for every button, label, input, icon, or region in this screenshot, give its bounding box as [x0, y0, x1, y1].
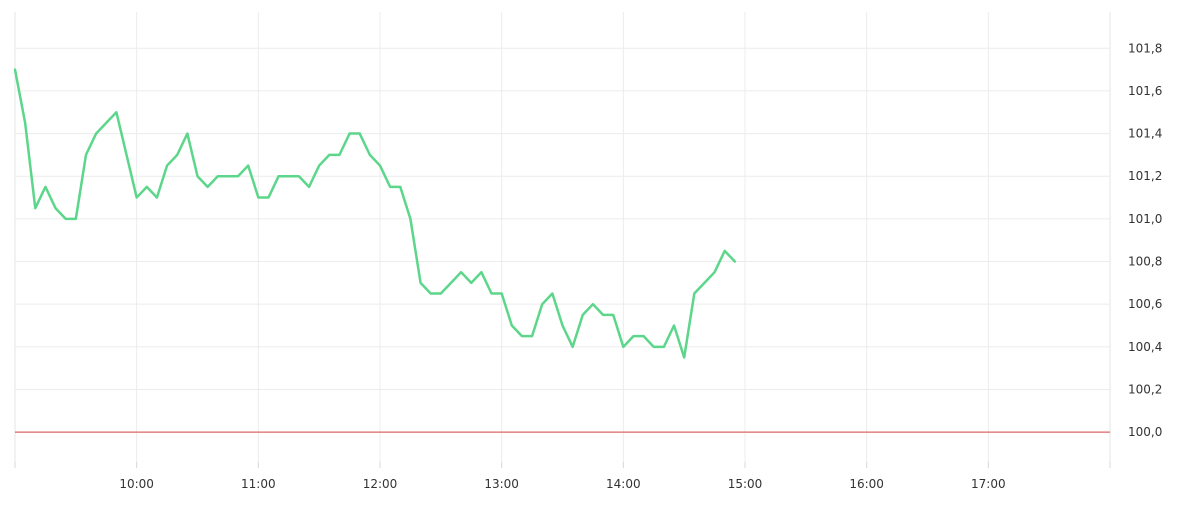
series-group [13, 68, 737, 359]
data-point [582, 314, 583, 315]
data-point [461, 272, 462, 273]
data-point [339, 154, 340, 155]
data-point [65, 218, 66, 219]
x-axis: 10:00 11:00 12:00 13:00 14:00 15:00 16:00 17:00 [14, 462, 1111, 491]
x-tick-label: 13:00 [484, 477, 519, 491]
data-point [440, 293, 441, 294]
data-point [288, 176, 289, 177]
y-tick-label: 100,4 [1128, 340, 1162, 354]
data-point [167, 165, 168, 166]
data-point [197, 176, 198, 177]
data-point [471, 282, 472, 283]
y-tick-label: 101,6 [1128, 84, 1162, 98]
data-point [126, 154, 127, 155]
y-tick-label: 101,2 [1128, 169, 1162, 183]
data-point [603, 314, 604, 315]
data-point [390, 186, 391, 187]
data-point [724, 250, 725, 251]
data-point [298, 176, 299, 177]
data-point [380, 165, 381, 166]
data-point [430, 293, 431, 294]
data-point [643, 336, 644, 337]
y-axis: 100,0 100,2 100,4 100,6 100,8 101,0 101,2 101,4… [1128, 41, 1162, 439]
data-point [146, 186, 147, 187]
data-point [694, 293, 695, 294]
data-point [400, 186, 401, 187]
data-point [613, 314, 614, 315]
x-tick-label: 11:00 [241, 477, 276, 491]
data-point [491, 293, 492, 294]
data-point [501, 293, 502, 294]
data-point [349, 133, 350, 134]
data-point [552, 293, 553, 294]
data-point [15, 69, 16, 70]
data-point [187, 133, 188, 134]
y-tick-label: 100,8 [1128, 255, 1162, 269]
data-point [511, 325, 512, 326]
data-point [329, 154, 330, 155]
x-tick-label: 10:00 [119, 477, 154, 491]
data-point [714, 272, 715, 273]
data-point [278, 176, 279, 177]
data-point [156, 197, 157, 198]
data-point [106, 122, 107, 123]
x-tick-label: 14:00 [606, 477, 641, 491]
data-point [248, 165, 249, 166]
data-point [653, 346, 654, 347]
data-point [319, 165, 320, 166]
data-point [572, 346, 573, 347]
data-point [309, 186, 310, 187]
data-point [116, 112, 117, 113]
y-tick-label: 101,4 [1128, 127, 1162, 141]
y-tick-label: 100,0 [1128, 425, 1162, 439]
y-tick-label: 101,0 [1128, 212, 1162, 226]
y-tick-label: 100,2 [1128, 382, 1162, 396]
x-tick-label: 16:00 [849, 477, 884, 491]
data-point [420, 282, 421, 283]
x-tick-label: 15:00 [728, 477, 763, 491]
y-tick-label: 100,6 [1128, 297, 1162, 311]
data-point [268, 197, 269, 198]
data-point [238, 176, 239, 177]
data-point [96, 133, 97, 134]
data-point [85, 154, 86, 155]
data-point [674, 325, 675, 326]
data-point [369, 154, 370, 155]
data-point [25, 122, 26, 123]
data-point [258, 197, 259, 198]
y-tick-label: 101,8 [1128, 41, 1162, 55]
data-point [207, 186, 208, 187]
data-point [734, 261, 735, 262]
data-point [227, 176, 228, 177]
x-tick-label: 17:00 [971, 477, 1006, 491]
data-point [217, 176, 218, 177]
data-point [663, 346, 664, 347]
data-point [521, 336, 522, 337]
data-point [592, 304, 593, 305]
grid [14, 12, 1111, 462]
series-line [13, 68, 737, 359]
data-point [136, 197, 137, 198]
data-point [450, 282, 451, 283]
data-point [35, 208, 36, 209]
data-point [684, 357, 685, 358]
data-point [410, 218, 411, 219]
data-point [542, 304, 543, 305]
data-point [359, 133, 360, 134]
data-point [45, 186, 46, 187]
data-point [562, 325, 563, 326]
data-point [75, 218, 76, 219]
data-point [633, 336, 634, 337]
data-point [704, 282, 705, 283]
x-tick-label: 12:00 [363, 477, 398, 491]
data-point [177, 154, 178, 155]
data-point [532, 336, 533, 337]
data-point [481, 272, 482, 273]
data-point [55, 208, 56, 209]
data-point [623, 346, 624, 347]
